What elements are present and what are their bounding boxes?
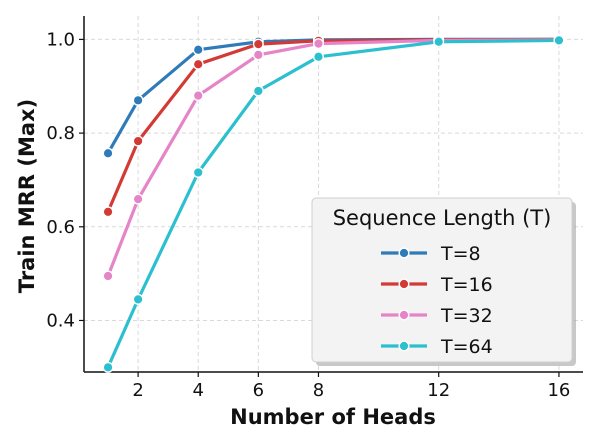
x-tick-label: 2 [132, 380, 143, 401]
legend: Sequence Length (T) T=8 T=16 T=32 T=64 [311, 197, 576, 366]
legend-marker [398, 247, 410, 259]
data-point [132, 293, 144, 305]
data-point [312, 51, 324, 63]
data-point [192, 90, 204, 102]
y-tick-label: 0.8 [46, 123, 75, 144]
series-T=16 [102, 33, 565, 218]
legend-label: T=8 [440, 243, 481, 265]
data-point [252, 49, 264, 61]
legend-label: T=64 [440, 336, 493, 358]
x-axis-title: Number of Heads [230, 405, 436, 429]
data-point [132, 193, 144, 205]
data-point [192, 44, 204, 56]
legend-marker [398, 340, 410, 352]
x-tick-label: 12 [427, 380, 450, 401]
data-point [192, 58, 204, 70]
series-lines [102, 33, 565, 373]
data-point [102, 270, 114, 282]
legend-entry: T=32 [381, 305, 493, 327]
x-tick-label: 4 [193, 380, 204, 401]
data-point [433, 36, 445, 48]
series-T=64 [102, 34, 565, 373]
legend-label: T=32 [440, 305, 493, 327]
legend-entry: T=16 [381, 274, 493, 296]
legend-box [311, 197, 573, 363]
data-point [252, 85, 264, 97]
y-axis-title: Train MRR (Max) [15, 99, 39, 293]
x-tick-label: 16 [547, 380, 570, 401]
legend-entries: T=8 T=16 T=32 T=64 [381, 243, 493, 358]
legend-entry: T=8 [381, 243, 481, 265]
data-point [553, 34, 565, 46]
data-point [132, 94, 144, 106]
data-point [312, 38, 324, 50]
x-tick-label: 8 [313, 380, 324, 401]
data-point [102, 361, 114, 373]
legend-title: Sequence Length (T) [333, 206, 552, 230]
axes [79, 16, 583, 377]
series-line [106, 37, 561, 214]
y-tick-label: 1.0 [46, 29, 75, 50]
legend-entry: T=64 [381, 336, 493, 358]
legend-marker [398, 309, 410, 321]
data-point [102, 147, 114, 159]
x-tick-label: 6 [253, 380, 264, 401]
tick-labels: 2 4 6 8 12 16 0.4 0.6 0.8 1.0 [46, 29, 570, 401]
data-point [132, 135, 144, 147]
data-point [252, 38, 264, 50]
legend-marker [398, 278, 410, 290]
y-tick-label: 0.4 [46, 310, 75, 331]
legend-label: T=16 [440, 274, 493, 296]
y-tick-label: 0.6 [46, 217, 75, 238]
data-point [102, 206, 114, 218]
data-point [192, 166, 204, 178]
